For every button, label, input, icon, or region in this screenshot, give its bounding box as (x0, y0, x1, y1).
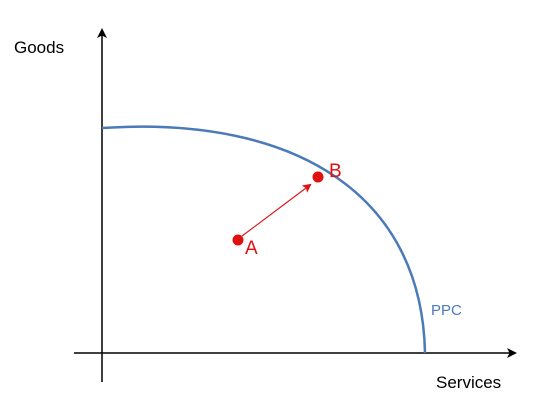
point-a-label: A (245, 238, 258, 259)
ppc-label: PPC (431, 302, 462, 319)
ppc-curve (102, 127, 425, 353)
point-b-label: B (329, 161, 342, 182)
y-axis-label: Goods (14, 38, 64, 57)
a-to-b-arrow (242, 185, 310, 236)
point-a (233, 235, 244, 246)
x-axis-label: Services (436, 373, 501, 392)
point-b (313, 172, 324, 183)
